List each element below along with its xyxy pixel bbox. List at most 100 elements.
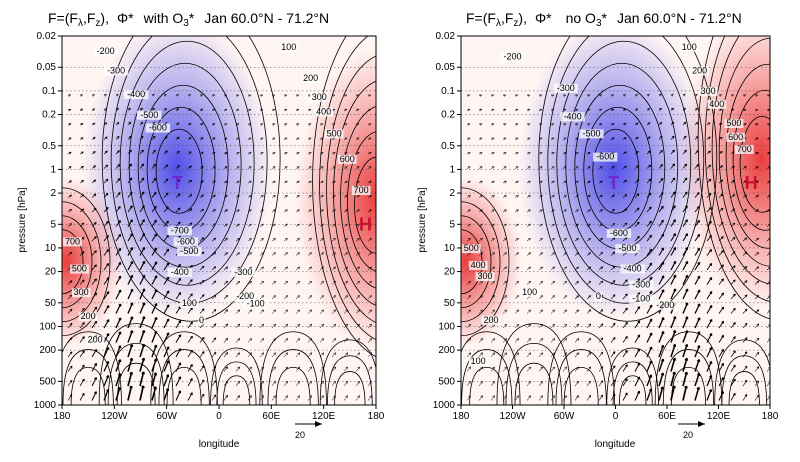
flux-vector	[247, 137, 252, 141]
flux-vector	[502, 238, 507, 242]
flux-vector	[598, 108, 603, 112]
flux-vector	[67, 123, 72, 126]
flux-vector	[634, 94, 638, 97]
flux-vector	[187, 151, 192, 155]
flux-vector	[634, 235, 640, 242]
flux-vector	[211, 394, 217, 401]
flux-vector	[211, 280, 217, 285]
flux-vector	[622, 194, 628, 198]
flux-vector	[187, 222, 193, 227]
flux-vector	[67, 394, 73, 401]
flux-vector	[502, 366, 507, 372]
flux-vector	[175, 108, 180, 111]
flux-vector	[259, 352, 264, 358]
flux-vector	[199, 108, 204, 112]
flux-vector	[478, 280, 483, 285]
flux-vector	[538, 309, 543, 314]
contour-label-bg	[301, 74, 320, 84]
flux-vector	[271, 266, 276, 271]
contour-line	[116, 362, 156, 405]
flux-vector	[283, 166, 288, 169]
flux-vector	[259, 123, 264, 126]
flux-vector	[67, 322, 73, 329]
flux-vector	[622, 108, 627, 112]
flux-vector	[526, 180, 531, 184]
flux-vector	[682, 371, 688, 387]
flux-vector	[562, 252, 567, 256]
flux-vector	[67, 209, 73, 213]
flux-vector	[79, 279, 85, 285]
flux-vector	[319, 323, 324, 329]
flux-vector	[550, 209, 555, 213]
flux-vector	[247, 108, 252, 112]
flux-vector	[706, 276, 713, 285]
flux-vector	[706, 248, 713, 256]
contour-label: 300	[701, 86, 716, 96]
flux-vector	[211, 309, 217, 314]
y-tick-label: 2	[50, 188, 56, 199]
flux-vector	[682, 135, 687, 140]
flux-vector	[211, 351, 217, 358]
high-anomaly-region	[295, 49, 376, 350]
flux-vector	[574, 108, 579, 112]
flux-vector	[103, 136, 108, 140]
flux-vector	[526, 252, 531, 256]
contour-lines	[62, 36, 376, 405]
flux-vector	[610, 322, 616, 329]
flux-vector	[466, 209, 471, 213]
flux-vector	[187, 349, 193, 358]
flux-vector	[91, 151, 96, 155]
flux-vector	[538, 209, 543, 213]
contour-line	[333, 80, 376, 306]
flux-vector	[658, 149, 663, 155]
flux-vector	[742, 280, 748, 285]
flux-vector	[79, 251, 85, 256]
flux-vector	[139, 149, 144, 155]
flux-vector	[259, 94, 263, 97]
contour-label-bg	[71, 288, 91, 298]
flux-vector	[634, 207, 640, 213]
flux-vector	[538, 280, 543, 285]
flux-vector	[307, 166, 312, 169]
contour-label: -700	[171, 225, 189, 235]
contour-label: 700	[65, 236, 80, 246]
flux-vector	[718, 278, 724, 285]
flux-vector	[163, 318, 170, 329]
flux-vector	[682, 205, 688, 213]
flux-vector	[343, 295, 348, 300]
flux-vector	[550, 152, 555, 155]
flux-vector	[502, 252, 507, 256]
flux-vector	[706, 346, 713, 358]
flux-vector	[646, 150, 651, 155]
flux-vector	[646, 192, 652, 198]
contour-line	[98, 323, 174, 405]
flux-vector	[67, 194, 72, 198]
y-tick-label: 0.1	[42, 86, 56, 97]
flux-vector	[514, 137, 519, 141]
flux-vector	[319, 166, 324, 169]
flux-vector	[598, 337, 604, 343]
contour-label-bg	[351, 186, 371, 196]
flux-vector	[271, 195, 276, 198]
flux-vector	[514, 266, 519, 271]
contour-label: 400	[316, 107, 331, 117]
flux-vector	[670, 149, 675, 155]
flux-vector	[658, 358, 665, 372]
flux-vector	[91, 292, 98, 300]
flux-vector	[367, 123, 372, 126]
contour-label-bg	[314, 107, 334, 117]
contour-label: 400	[709, 99, 724, 109]
flux-vector	[79, 180, 84, 184]
flux-vector	[562, 94, 566, 97]
flux-vector	[478, 180, 483, 184]
flux-vector	[490, 395, 495, 401]
flux-vector	[283, 338, 288, 343]
flux-vector	[706, 360, 713, 372]
flux-vector	[574, 252, 579, 256]
flux-vector	[355, 338, 360, 343]
y-tick-label: 20	[444, 267, 456, 278]
flux-vector	[367, 252, 372, 256]
flux-vector	[223, 137, 228, 141]
flux-vector	[91, 122, 96, 126]
flux-vector	[271, 209, 276, 213]
